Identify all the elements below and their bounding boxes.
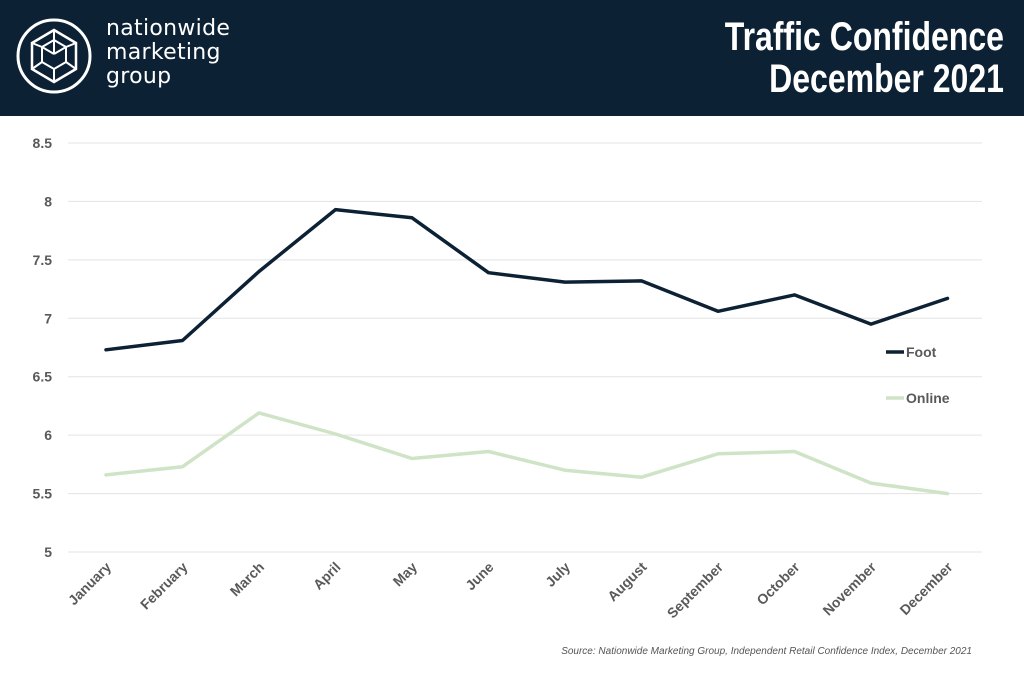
y-tick-label: 8	[44, 193, 52, 209]
x-tick-label: April	[310, 559, 344, 593]
x-tick-label: July	[542, 559, 573, 590]
x-tick-label: March	[227, 559, 267, 599]
header-banner: nationwide marketing group Traffic Confi…	[0, 0, 1024, 116]
y-tick-label: 6	[44, 427, 52, 443]
legend-label: Foot	[906, 344, 937, 360]
brand-line: nationwide	[106, 16, 231, 41]
y-tick-label: 5.5	[33, 486, 53, 502]
x-tick-label: December	[896, 558, 956, 618]
title-line-1: Traffic Confidence	[724, 15, 1004, 59]
y-tick-label: 7.5	[33, 252, 53, 268]
logo-icon	[16, 18, 92, 94]
y-axis: 5 5.5 6 6.5 7 7.5 8 8.5	[33, 135, 53, 560]
line-chart: 5 5.5 6 6.5 7 7.5 8 8.5 January February March Apr…	[33, 135, 982, 621]
x-tick-label: May	[390, 559, 421, 590]
series-layer	[104, 207, 950, 496]
title-line-2: December 2021	[769, 57, 1004, 101]
x-tick-label: August	[604, 559, 650, 605]
brand-name: nationwide marketing group	[106, 17, 230, 89]
source-note: Source: Nationwide Marketing Group, Inde…	[561, 646, 972, 657]
legend-label: Online	[906, 390, 950, 406]
x-tick-label: January	[65, 559, 114, 608]
page-title: Traffic Confidence December 2021	[725, 16, 1004, 100]
x-tick-label: October	[753, 558, 803, 608]
series-line-online	[104, 411, 950, 496]
y-tick-label: 6.5	[33, 369, 53, 385]
y-tick-label: 5	[44, 544, 52, 560]
brand-line: group	[106, 64, 172, 89]
x-tick-label: September	[664, 558, 727, 621]
grid-layer	[68, 142, 982, 553]
x-tick-label: February	[137, 559, 191, 613]
y-tick-label: 7	[44, 310, 52, 326]
x-tick-label: June	[462, 559, 497, 594]
legend: Foot Online	[886, 344, 950, 406]
x-tick-label: November	[819, 558, 879, 618]
x-axis: January February March April May June July Augu…	[65, 558, 956, 621]
brand-line: marketing	[106, 40, 221, 65]
y-tick-label: 8.5	[33, 135, 53, 151]
series-line-foot	[104, 207, 950, 352]
